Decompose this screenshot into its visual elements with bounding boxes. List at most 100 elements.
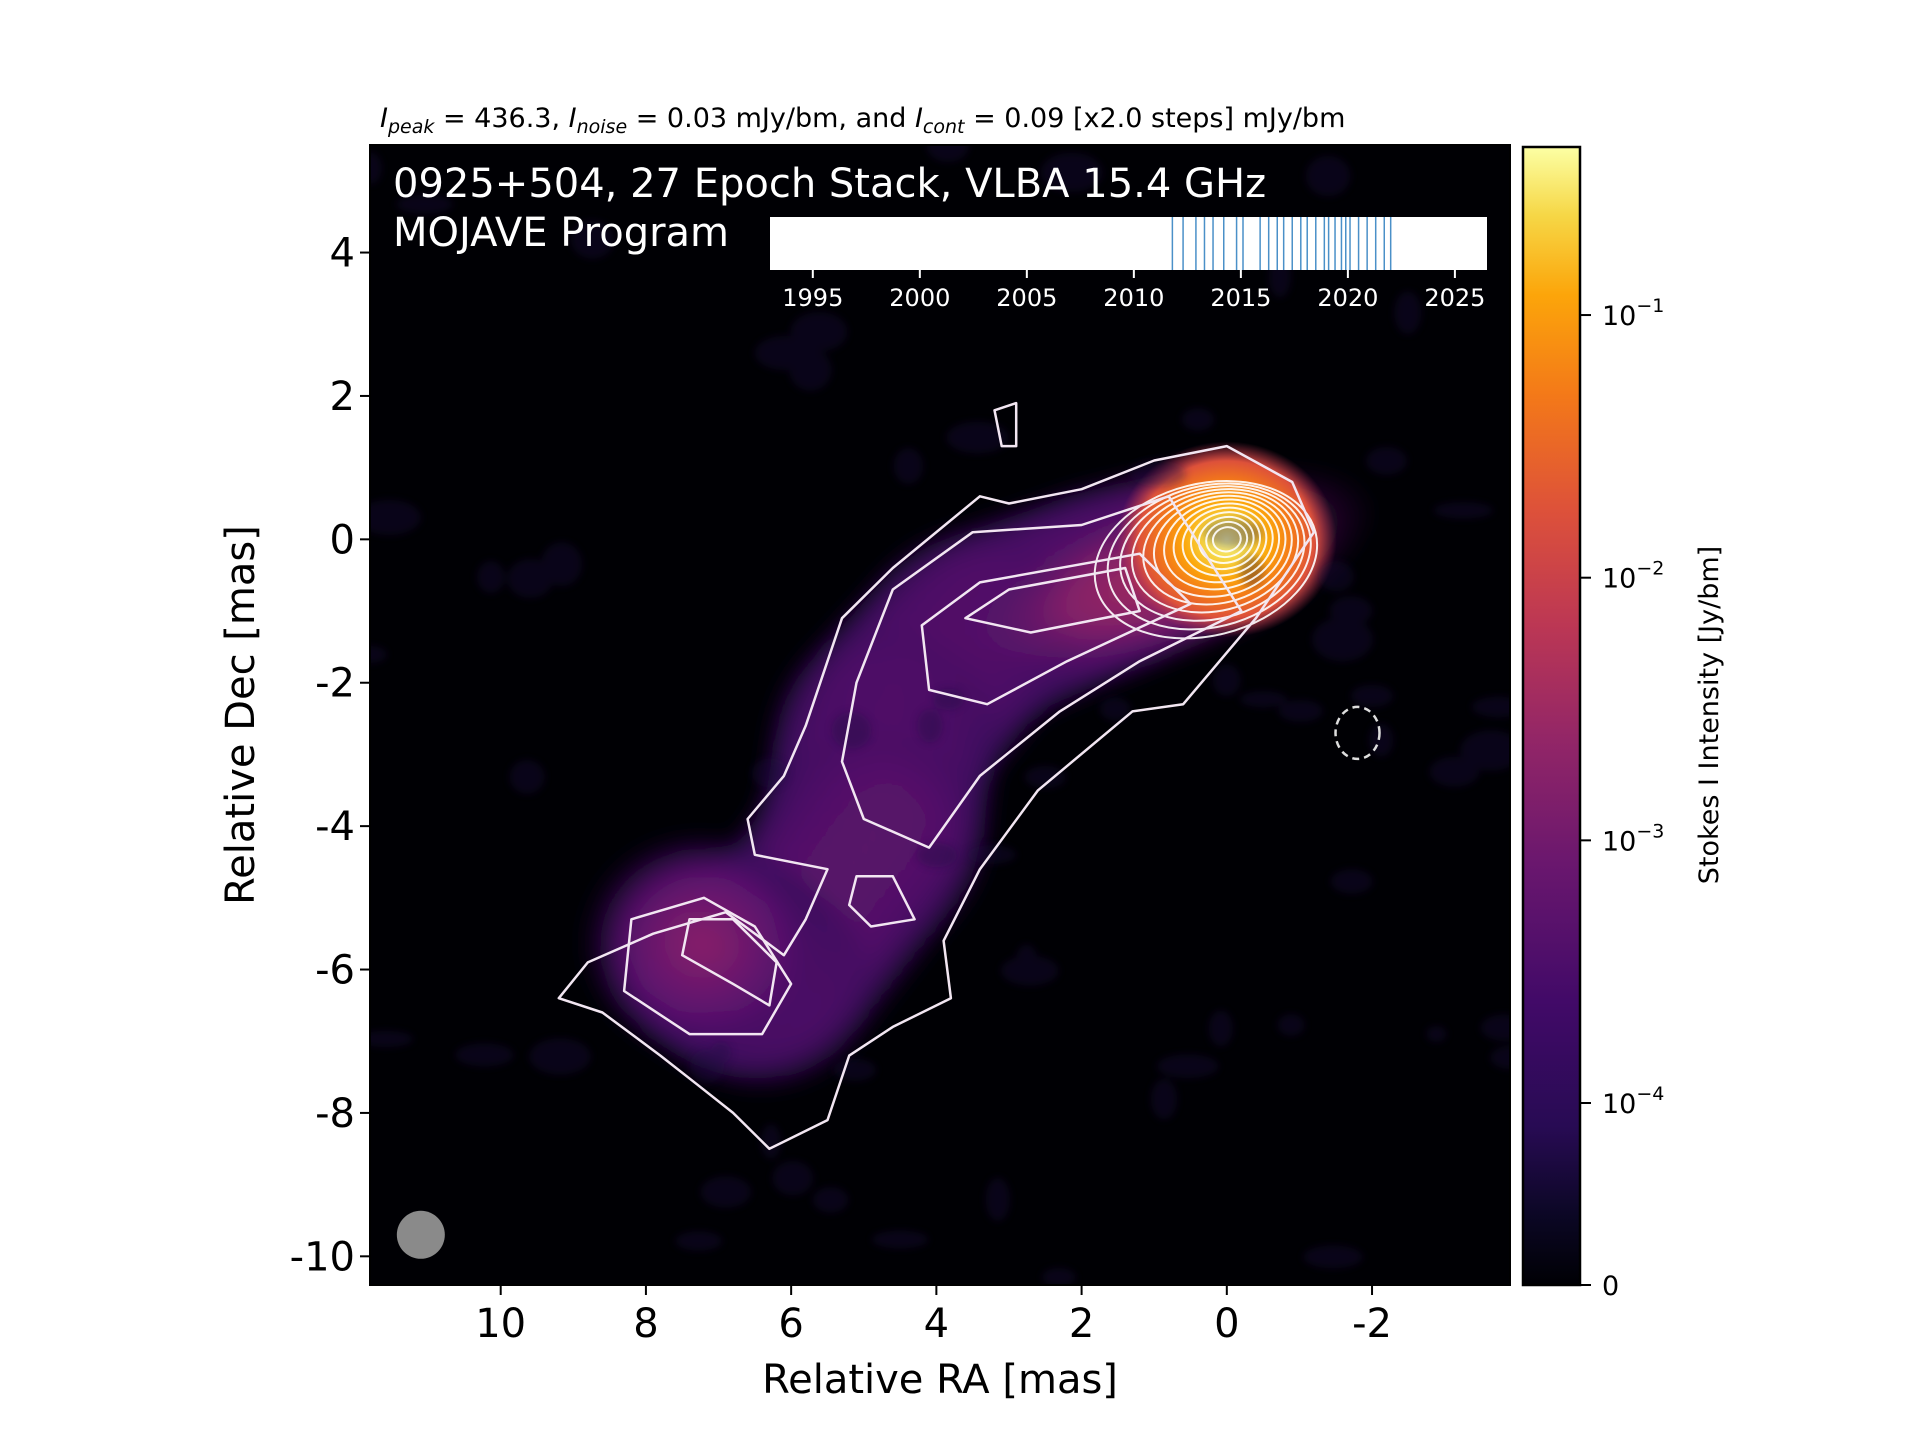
- core-contour: [1142, 491, 1293, 606]
- noise-speck: [1433, 502, 1494, 519]
- core-contour: [1190, 511, 1261, 571]
- x-tick-label: -2: [1352, 1301, 1392, 1347]
- chart-title: Ipeak = 436.3, Inoise = 0.03 mJy/bm, and…: [380, 103, 1345, 138]
- source-annotation-line2: MOJAVE Program: [393, 210, 729, 256]
- y-tick-label: -2: [315, 661, 355, 707]
- colorbar-tick-label: 10−4: [1602, 1083, 1664, 1120]
- noise-speck: [1312, 617, 1373, 662]
- colorbar-tick-exponent: −2: [1636, 558, 1664, 580]
- title-subscript: cont: [923, 116, 966, 138]
- noise-speck: [700, 1176, 752, 1208]
- noise-speck: [1277, 1014, 1305, 1036]
- noise-speck: [1239, 691, 1287, 708]
- image-panel: 0925+504, 27 Epoch Stack, VLBA 15.4 GHz …: [369, 144, 1511, 1286]
- core-contour: [1181, 506, 1268, 577]
- noise-speck: [509, 759, 545, 794]
- noise-speck: [946, 421, 1009, 454]
- core-contour: [1172, 502, 1274, 584]
- core-contour: [1205, 520, 1249, 559]
- title-subscript: peak: [387, 116, 435, 138]
- source-annotation-line1: 0925+504, 27 Epoch Stack, VLBA 15.4 GHz: [393, 161, 1266, 207]
- title-value: = 0.03 mJy/bm, and: [627, 103, 915, 134]
- noise-speck: [1212, 664, 1241, 697]
- title-value: = 0.09 [x2.0 steps] mJy/bm: [964, 103, 1345, 134]
- y-tick-label: 4: [330, 231, 355, 277]
- colorbar-tick-base: 0: [1602, 1271, 1619, 1302]
- timeline-tick-label: 2005: [996, 284, 1057, 312]
- noise-speck: [1000, 955, 1059, 986]
- noise-speck: [1460, 730, 1510, 771]
- noise-speck: [751, 758, 789, 788]
- jet-contour: [622, 896, 793, 1036]
- y-tick-label: -8: [315, 1091, 355, 1137]
- jet-contour: [964, 566, 1141, 634]
- title-subscript: noise: [577, 116, 628, 138]
- y-axis: 4 2 0 -2 -4 -6 -8 -10: [290, 231, 370, 1280]
- x-tick-label: 10: [475, 1301, 526, 1347]
- timeline-tick-label: 2000: [889, 284, 950, 312]
- noise-speck: [1429, 756, 1480, 787]
- noise-speck: [1181, 408, 1215, 431]
- y-tick-label: 2: [330, 374, 355, 420]
- noise-speck: [1156, 1054, 1219, 1079]
- x-tick-label: 6: [778, 1301, 803, 1347]
- image-frame: [369, 144, 1511, 1286]
- colorbar-tick-label: 10−2: [1602, 558, 1664, 595]
- colorbar-label: Stokes I Intensity [Jy/bm]: [1694, 546, 1725, 884]
- timeline-box: [770, 217, 1487, 270]
- noise-speck: [1369, 723, 1394, 757]
- jet-contour: [840, 495, 1243, 849]
- x-axis-label: Relative RA [mas]: [762, 1357, 1118, 1403]
- noise-speck: [396, 194, 453, 214]
- y-tick-label: 0: [330, 517, 355, 563]
- colorbar-tick-label: 0: [1602, 1271, 1619, 1302]
- emission-haze: [576, 450, 1376, 1095]
- noise-speck: [754, 335, 815, 371]
- epoch-timeline: 1995 2000 2005 2010 2015 2020 2025: [770, 217, 1487, 312]
- x-tick-label: 2: [1069, 1301, 1094, 1347]
- noise-speck: [893, 448, 924, 485]
- noise-speck: [370, 645, 387, 664]
- core-contour: [1106, 482, 1312, 631]
- title-symbol: I: [380, 103, 388, 134]
- noise-speck: [476, 561, 505, 594]
- core-contour: [1163, 498, 1281, 591]
- colorbar-ticks: 10−110−210−310−40: [1580, 295, 1664, 1302]
- jet-contour: [920, 552, 1192, 706]
- x-tick-label: 0: [1214, 1301, 1239, 1347]
- colorbar-tick-label: 10−1: [1602, 295, 1664, 332]
- noise-speck: [831, 711, 872, 749]
- jet-contour: [680, 918, 778, 1007]
- y-tick-label: -6: [315, 948, 355, 994]
- colorbar-tick-base: 10: [1602, 1089, 1636, 1120]
- noise-speck: [1366, 446, 1407, 475]
- noise-speck: [1129, 460, 1186, 487]
- y-axis-label: Relative Dec [mas]: [218, 525, 264, 905]
- noise-speck: [1490, 1046, 1510, 1070]
- noise-speck: [926, 145, 970, 163]
- intensity-contours: [557, 401, 1381, 1151]
- noise-speck: [1024, 765, 1066, 789]
- y-tick-label: -10: [290, 1234, 355, 1280]
- colorbar-tick-base: 10: [1602, 301, 1636, 332]
- beam-ellipse: [396, 1210, 445, 1259]
- core-contour: [1211, 526, 1242, 553]
- noise-speck: [1208, 1010, 1233, 1047]
- noise-speck: [541, 542, 583, 587]
- noise-speck: [1305, 155, 1351, 197]
- noise-speck: [916, 842, 957, 868]
- noise-speck: [871, 1230, 929, 1249]
- noise-speck: [1099, 697, 1131, 721]
- core-contour: [1130, 488, 1300, 614]
- radio-emission: [370, 145, 1510, 1285]
- noise-speck: [370, 152, 382, 185]
- jet-contour: [993, 401, 1018, 448]
- noise-speck: [675, 1231, 723, 1251]
- noise-speck: [1471, 696, 1510, 718]
- noise-speck: [690, 1049, 724, 1084]
- colorbar-tick-exponent: −3: [1636, 820, 1664, 842]
- noise-speck: [1303, 1245, 1363, 1269]
- noise-speck: [370, 1030, 414, 1048]
- noise-speck: [1394, 291, 1422, 335]
